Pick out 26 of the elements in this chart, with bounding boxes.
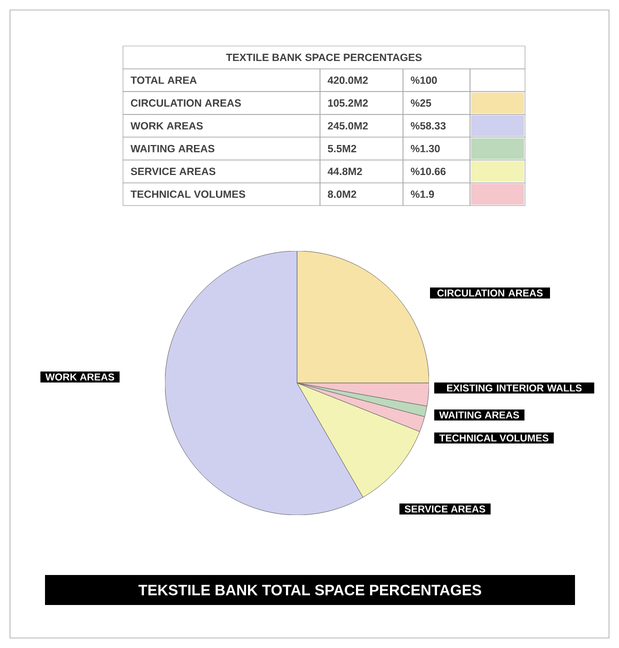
slice-label: TECHNICAL VOLUMES [439, 434, 548, 442]
slice-label: EXISTING INTERIOR WALLS [447, 384, 582, 392]
text: %58.33 [410, 122, 446, 130]
text: TEKSTILE BANK TOTAL SPACE PERCENTAGES [138, 584, 482, 596]
text: 105.2M2 [328, 99, 368, 107]
text: 420.0M2 [328, 76, 368, 84]
slice-label: WORK AREAS [45, 373, 114, 381]
text: CIRCULATION AREAS [130, 99, 241, 107]
text: %10.66 [410, 168, 446, 176]
text: %25 [410, 99, 432, 107]
text: SERVICE AREAS [130, 168, 216, 176]
text: %100 [410, 76, 437, 84]
text: 44.8M2 [328, 168, 362, 176]
slice-label: WAITING AREAS [439, 411, 520, 419]
text: %1.30 [410, 144, 440, 152]
text: TEXTILE BANK SPACE PERCENTAGES [226, 54, 422, 62]
slice-label: SERVICE AREAS [404, 505, 486, 513]
text: 8.0M2 [328, 190, 356, 198]
slice-label: CIRCULATION AREAS [437, 289, 543, 297]
text: 245.0M2 [328, 122, 368, 130]
text: WAITING AREAS [130, 144, 214, 152]
text: TECHNICAL VOLUMES [130, 190, 246, 198]
text: %1.9 [410, 190, 434, 198]
text: 5.5M2 [328, 144, 356, 152]
text: TOTAL AREA [130, 76, 197, 84]
text: WORK AREAS [130, 122, 203, 130]
